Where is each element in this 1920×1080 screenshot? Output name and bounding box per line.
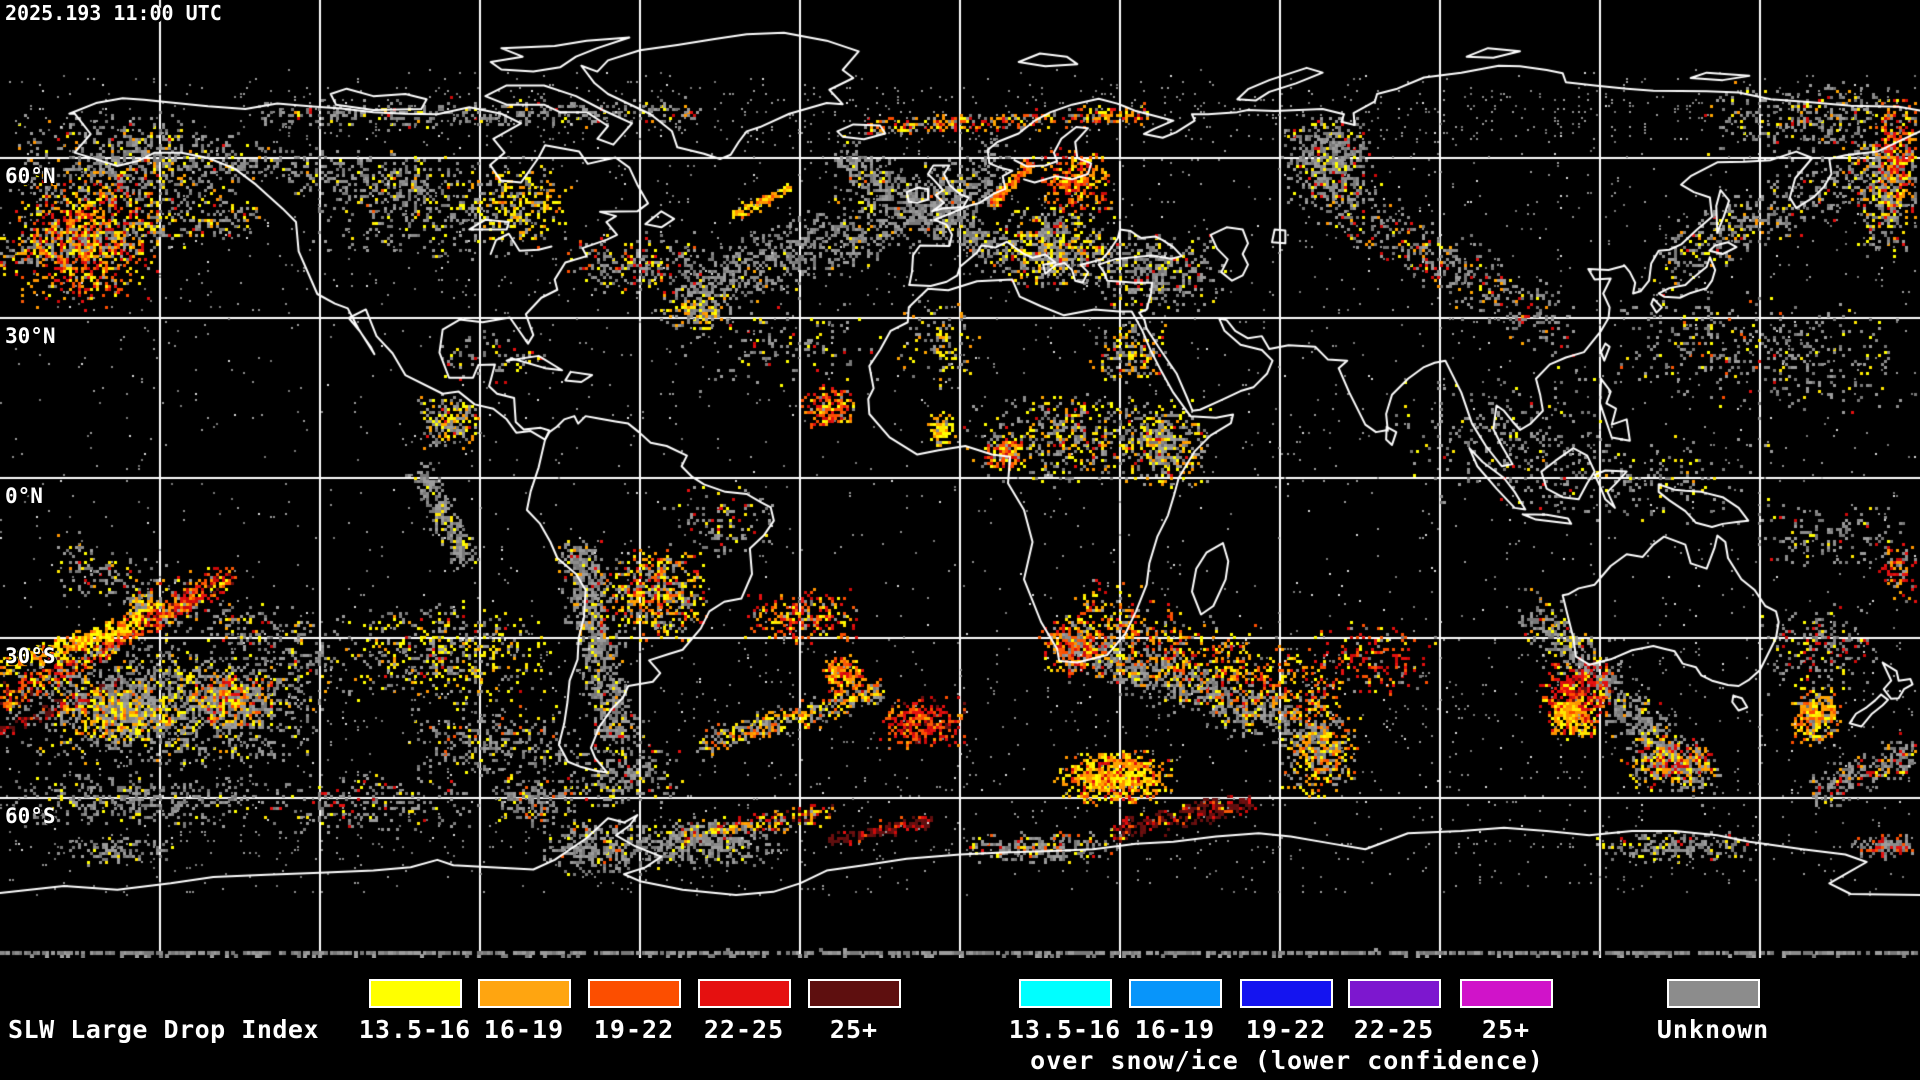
world-map-canvas: [0, 0, 1920, 958]
snow-swatch-2: [1240, 979, 1333, 1008]
lat-label-60S: 60°S: [5, 804, 56, 828]
snow-swatch-0: [1019, 979, 1112, 1008]
snow-swatch-4: [1460, 979, 1553, 1008]
snow-label-0: 13.5-16: [1008, 1015, 1122, 1044]
timestamp: 2025.193 11:00 UTC: [5, 1, 222, 25]
unknown-label-0: Unknown: [1656, 1015, 1770, 1044]
slw-swatch-3: [698, 979, 791, 1008]
snow-swatch-3: [1348, 979, 1441, 1008]
snow-label-2: 19-22: [1245, 1015, 1327, 1044]
lat-label-30S: 30°S: [5, 644, 56, 668]
slw-label-1: 16-19: [483, 1015, 565, 1044]
lat-label-60N: 60°N: [5, 164, 56, 188]
slw-label-2: 19-22: [593, 1015, 675, 1044]
snow-label-4: 25+: [1481, 1015, 1531, 1044]
snow-label-3: 22-25: [1353, 1015, 1435, 1044]
snow-swatch-1: [1129, 979, 1222, 1008]
legend: SLW Large Drop Index over snow/ice (lowe…: [0, 958, 1920, 1080]
lat-label-0N: 0°N: [5, 484, 43, 508]
slw-label-4: 25+: [829, 1015, 879, 1044]
snow-label-1: 16-19: [1134, 1015, 1216, 1044]
slw-swatch-2: [588, 979, 681, 1008]
slw-label-3: 22-25: [703, 1015, 785, 1044]
slw-swatch-0: [369, 979, 462, 1008]
lat-label-30N: 30°N: [5, 324, 56, 348]
slw-swatch-4: [808, 979, 901, 1008]
slw-swatch-1: [478, 979, 571, 1008]
unknown-swatch-0: [1667, 979, 1760, 1008]
slw-legend-title: SLW Large Drop Index: [8, 1015, 320, 1044]
snow-ice-caption: over snow/ice (lower confidence): [1030, 1046, 1544, 1075]
slw-label-0: 13.5-16: [358, 1015, 472, 1044]
